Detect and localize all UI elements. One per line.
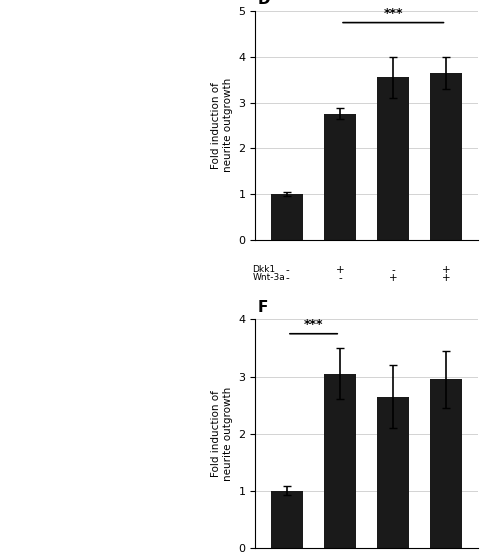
Text: F: F [258, 300, 268, 315]
Bar [271, 194, 303, 240]
Bar [377, 77, 409, 240]
Text: -: - [338, 273, 342, 283]
Text: Dkk1: Dkk1 [252, 264, 276, 274]
Text: +: + [389, 273, 398, 283]
Text: +: + [442, 264, 451, 274]
Text: D: D [258, 0, 270, 7]
Bar [430, 73, 462, 240]
Bar [271, 491, 303, 548]
Bar [324, 114, 356, 240]
Text: ***: *** [304, 318, 324, 331]
Text: ***: *** [384, 7, 403, 20]
Text: Wnt-3a: Wnt-3a [252, 273, 285, 282]
Text: +: + [336, 264, 345, 274]
Bar [430, 380, 462, 548]
Bar [324, 374, 356, 548]
Bar [377, 396, 409, 548]
Y-axis label: Fold induction of
neurite outgrowth: Fold induction of neurite outgrowth [211, 78, 233, 173]
Text: +: + [442, 273, 451, 283]
Text: -: - [285, 273, 289, 283]
Text: -: - [285, 264, 289, 274]
Y-axis label: Fold induction of
neurite outgrowth: Fold induction of neurite outgrowth [211, 386, 233, 481]
Text: -: - [391, 264, 395, 274]
